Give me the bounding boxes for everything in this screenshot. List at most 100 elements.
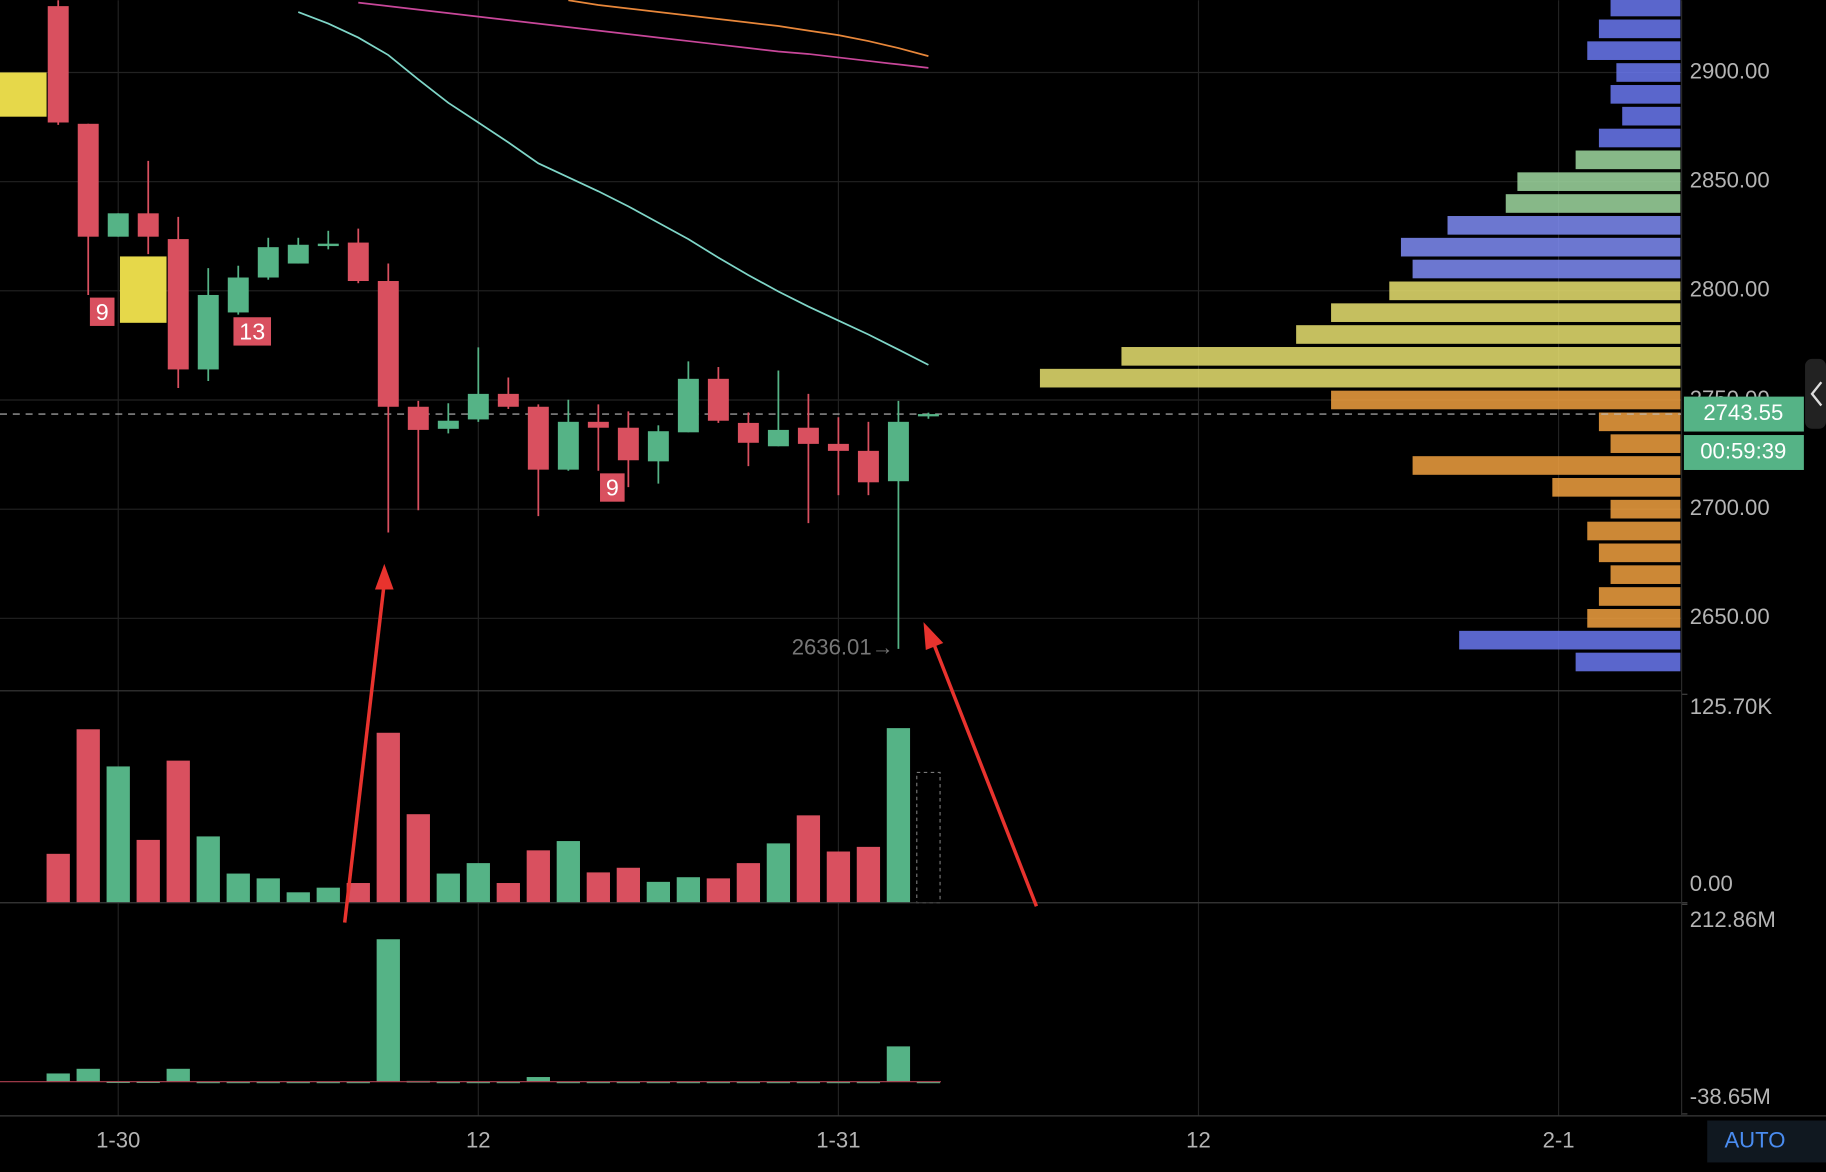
volume-bar — [106, 766, 130, 903]
flow-bar — [526, 1077, 550, 1082]
volume-bar — [76, 729, 100, 903]
profile-bar — [1331, 303, 1681, 322]
profile-bar — [1517, 172, 1681, 191]
profile-bar — [1331, 390, 1681, 410]
profile-bar — [1598, 412, 1681, 432]
flow-bar — [316, 1081, 340, 1084]
volume-bar — [496, 883, 520, 903]
volume-bar — [436, 873, 460, 903]
flow-bar — [766, 1081, 791, 1084]
candle-body — [917, 414, 939, 417]
flow-bar — [286, 1081, 310, 1084]
sequence-marker-bg — [600, 473, 625, 502]
profile-bar — [1447, 216, 1681, 235]
flow-bar — [676, 1081, 701, 1084]
flow-bar — [196, 1081, 220, 1084]
profile-bar — [1459, 630, 1681, 650]
volume-bar — [46, 853, 70, 903]
y-tick-label: 212.86M — [1690, 907, 1776, 932]
flow-bar — [916, 1081, 941, 1084]
candle-body — [227, 277, 249, 313]
profile-bar — [1039, 368, 1681, 388]
candle-body — [317, 243, 339, 247]
x-tick-label: 2-1 — [1543, 1127, 1575, 1152]
y-tick-label: 125.70K — [1690, 694, 1773, 719]
x-tick-label: 12 — [466, 1127, 491, 1152]
profile-bar — [1587, 609, 1681, 628]
candle-body — [887, 421, 909, 482]
profile-bar — [1412, 259, 1681, 279]
profile-bar — [1587, 41, 1681, 60]
x-tick-label: 12 — [1186, 1127, 1211, 1152]
flow-bar — [76, 1068, 100, 1082]
countdown-box — [1683, 435, 1804, 470]
profile-bar — [1610, 85, 1681, 104]
candle-body — [287, 244, 309, 264]
profile-bar — [1575, 150, 1681, 170]
auto-button[interactable]: AUTO — [1724, 1127, 1785, 1152]
candle-body — [857, 450, 879, 483]
volume-bar — [766, 843, 791, 903]
side-handle[interactable] — [1805, 358, 1826, 429]
flow-bar — [436, 1081, 460, 1084]
volume-bar — [676, 877, 701, 903]
y-tick-label: 2650.00 — [1690, 604, 1770, 629]
profile-bar — [1598, 128, 1681, 148]
volume-bar — [196, 836, 220, 903]
profile-bar — [1412, 456, 1681, 475]
flow-bar — [706, 1081, 731, 1084]
volume-bar — [646, 881, 671, 903]
candle-body — [437, 420, 459, 429]
flow-bar — [796, 1081, 821, 1084]
candle-body — [587, 421, 609, 428]
volume-bar — [586, 872, 610, 903]
profile-bar — [1622, 106, 1681, 126]
profile-bar — [1505, 194, 1681, 213]
y-tick-label: -38.65M — [1690, 1084, 1771, 1109]
candle-body — [407, 406, 429, 430]
profile-bar — [1575, 652, 1681, 672]
highlight-box — [0, 72, 47, 117]
last-price-label: 2743.55 — [1703, 400, 1783, 425]
sequence-marker: 13 — [239, 318, 265, 344]
flow-bar — [646, 1081, 671, 1084]
volume-bar — [316, 887, 340, 903]
flow-bar — [736, 1081, 761, 1084]
flow-bar — [46, 1073, 70, 1082]
y-tick-label: 2800.00 — [1690, 277, 1770, 302]
profile-bar — [1389, 281, 1681, 301]
candle-body — [197, 294, 219, 370]
flow-bar — [556, 1081, 580, 1084]
countdown-label: 00:59:39 — [1700, 438, 1786, 463]
y-tick-label: 2850.00 — [1690, 168, 1770, 193]
volume-bar — [466, 863, 490, 903]
flow-bar — [256, 1081, 280, 1084]
y-tick-label: 0.00 — [1690, 871, 1733, 896]
volume-bar — [616, 867, 640, 903]
candle-body — [137, 213, 159, 237]
profile-bar — [1598, 19, 1681, 39]
profile-bar — [1598, 543, 1681, 563]
candle-body — [77, 123, 99, 237]
candle-body — [827, 443, 849, 451]
candle-body — [527, 406, 549, 470]
volume-bar — [256, 878, 280, 903]
x-tick-label: 1-31 — [816, 1127, 860, 1152]
candle-body — [107, 213, 129, 237]
candle-body — [257, 247, 279, 278]
flow-bar — [376, 939, 400, 1082]
profile-bar — [1610, 499, 1681, 519]
low-price-label: 2636.01→ — [792, 635, 894, 660]
profile-bar — [1587, 521, 1681, 541]
flow-bar — [886, 1046, 911, 1082]
volume-bar — [556, 841, 580, 903]
flow-bar — [466, 1081, 490, 1084]
x-tick-label: 1-30 — [96, 1127, 140, 1152]
flow-bar — [166, 1068, 190, 1082]
profile-bar — [1552, 478, 1681, 497]
flow-bar — [616, 1081, 640, 1084]
profile-bar — [1121, 347, 1681, 366]
volume-bar — [856, 846, 881, 903]
